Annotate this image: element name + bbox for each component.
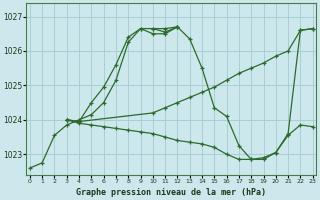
X-axis label: Graphe pression niveau de la mer (hPa): Graphe pression niveau de la mer (hPa) xyxy=(76,188,266,197)
